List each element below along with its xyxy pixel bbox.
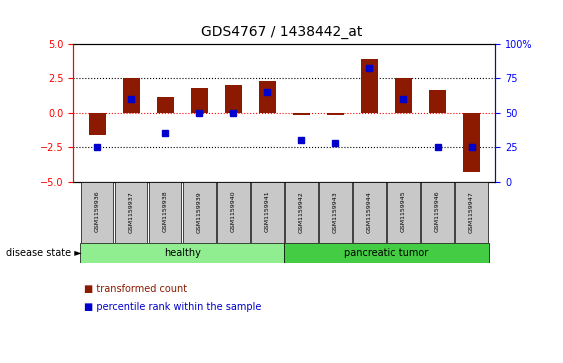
Text: ■ transformed count: ■ transformed count [84, 284, 187, 294]
Bar [463, 113, 480, 172]
Bar [81, 182, 113, 242]
Text: GSM1159941: GSM1159941 [265, 191, 270, 232]
Text: GSM1159942: GSM1159942 [299, 191, 304, 233]
Bar [353, 182, 386, 242]
Text: GDS4767 / 1438442_at: GDS4767 / 1438442_at [201, 25, 362, 40]
Text: healthy: healthy [164, 248, 200, 258]
Bar [123, 78, 140, 113]
Text: GSM1159936: GSM1159936 [95, 191, 100, 232]
Bar [183, 182, 216, 242]
Bar [191, 88, 208, 113]
Text: GSM1159945: GSM1159945 [401, 191, 406, 232]
Bar [80, 243, 284, 263]
Bar [285, 182, 318, 242]
Bar [455, 182, 488, 242]
Bar [217, 182, 249, 242]
Bar [361, 59, 378, 113]
Text: GSM1159940: GSM1159940 [231, 191, 236, 232]
Text: ■ percentile rank within the sample: ■ percentile rank within the sample [84, 302, 262, 312]
Bar [395, 78, 412, 113]
Bar [259, 81, 276, 113]
Text: pancreatic tumor: pancreatic tumor [345, 248, 428, 258]
Bar [429, 90, 446, 113]
Text: GSM1159947: GSM1159947 [469, 191, 474, 233]
Bar [284, 243, 489, 263]
Bar [421, 182, 454, 242]
Text: disease state ►: disease state ► [6, 248, 82, 258]
Bar [225, 85, 242, 113]
Text: GSM1159939: GSM1159939 [196, 191, 202, 233]
Bar [293, 113, 310, 115]
Bar [319, 182, 352, 242]
Text: GSM1159943: GSM1159943 [333, 191, 338, 233]
Bar [251, 182, 284, 242]
Text: GSM1159937: GSM1159937 [128, 191, 133, 233]
Text: GSM1159944: GSM1159944 [367, 191, 372, 233]
Bar [115, 182, 148, 242]
Bar [157, 97, 173, 113]
Bar [327, 113, 344, 115]
Text: GSM1159938: GSM1159938 [163, 191, 168, 232]
Bar [88, 113, 105, 135]
Text: GSM1159946: GSM1159946 [435, 191, 440, 232]
Bar [149, 182, 181, 242]
Bar [387, 182, 420, 242]
